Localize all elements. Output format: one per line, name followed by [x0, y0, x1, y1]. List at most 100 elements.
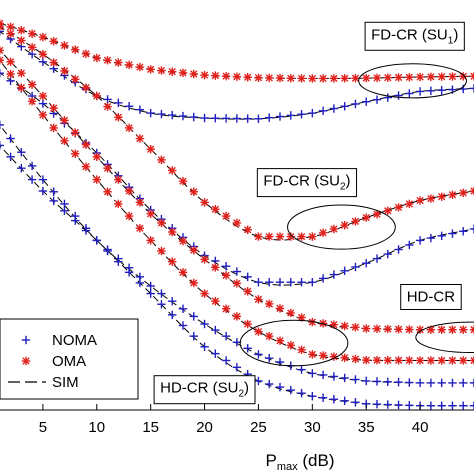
series-6-marker — [394, 356, 403, 365]
series-5-marker — [146, 209, 155, 218]
series-7-marker — [254, 350, 263, 359]
series-5-marker — [211, 263, 220, 272]
series-2-marker — [265, 113, 274, 122]
series-3-marker — [318, 228, 328, 237]
annotation-label-main: HD-CR (SU — [160, 380, 238, 397]
series-7-marker — [318, 370, 328, 380]
series-7-marker — [17, 148, 26, 157]
series-3-marker — [469, 186, 474, 196]
series-2-marker — [415, 87, 425, 96]
legend-box — [0, 318, 139, 400]
series-6-marker — [351, 354, 360, 364]
series-7-marker — [168, 297, 177, 306]
series-3-marker — [297, 232, 306, 241]
series-8-marker — [351, 398, 360, 407]
x-tick-label: 25 — [250, 419, 267, 436]
series-3-marker — [71, 75, 80, 84]
series-2-marker — [254, 114, 263, 123]
series-2-marker — [38, 57, 48, 66]
series-7-marker — [405, 378, 414, 387]
series-1-marker — [394, 73, 403, 82]
series-1-marker — [362, 73, 371, 83]
series-2-marker — [0, 27, 4, 36]
series-2-marker — [146, 108, 155, 118]
series-8-marker — [92, 236, 101, 245]
series-1-marker — [221, 71, 231, 81]
series-1-marker — [469, 72, 474, 81]
x-tick-label: 40 — [412, 419, 429, 436]
series-6-marker — [178, 268, 188, 277]
series-2-marker — [168, 110, 177, 120]
series-8-marker — [17, 164, 26, 173]
series-6 — [0, 56, 474, 365]
annotation-box: FD-CR (SU2) — [256, 168, 358, 198]
series-6-marker — [405, 356, 414, 365]
series-6-marker — [135, 224, 145, 233]
series-4-marker — [448, 229, 457, 238]
series-4-marker — [308, 278, 317, 287]
series-1-marker — [60, 41, 69, 50]
series-1-marker — [103, 56, 112, 65]
series-4-marker — [469, 224, 474, 234]
annotation-box: HD-CR (SU2) — [153, 375, 256, 405]
series-3-marker — [211, 205, 220, 214]
series-2-marker — [437, 86, 446, 95]
series-3-marker — [351, 217, 360, 226]
series-1-marker — [275, 73, 285, 83]
series-8-marker — [318, 393, 328, 402]
series-1-marker — [372, 73, 382, 83]
series-1-marker — [437, 72, 446, 81]
series-1-marker — [329, 74, 339, 83]
series-8-marker — [286, 385, 295, 395]
series-5-marker — [286, 308, 295, 318]
annotation-frame — [400, 284, 462, 310]
series-8-marker — [405, 401, 414, 410]
series-7-marker — [200, 319, 209, 329]
legend-entry: SIM — [8, 374, 79, 391]
series-2-marker — [124, 102, 134, 111]
series-1-marker — [340, 74, 349, 83]
annotation-box: FD-CR (SU1) — [364, 21, 465, 51]
series-3-marker — [340, 221, 349, 230]
series-2-marker — [394, 91, 403, 100]
series-1-marker — [308, 74, 317, 83]
series-7-marker — [0, 120, 4, 130]
series-2-marker — [135, 105, 145, 114]
series-4-marker — [254, 278, 263, 287]
series-1-marker — [200, 70, 209, 80]
series-3-marker — [157, 155, 166, 165]
series-6-marker — [469, 356, 474, 365]
series-6-marker — [437, 356, 446, 365]
annotation-label-subscript: 2 — [340, 182, 346, 193]
series-7-marker — [437, 378, 446, 388]
x-tick-label: 15 — [142, 419, 159, 436]
series-4-marker — [394, 245, 403, 254]
series-1-marker — [71, 45, 80, 54]
annotation-label: HD-CR (SU2) — [160, 380, 249, 400]
series-7-marker — [157, 289, 166, 298]
series-7-marker — [394, 377, 403, 387]
series-1-marker — [189, 69, 198, 79]
series-1-marker — [81, 49, 91, 59]
series-6-marker — [146, 236, 155, 245]
series-6-marker — [362, 355, 371, 365]
series-8-marker — [448, 401, 457, 410]
series-3-marker — [254, 232, 263, 241]
series-4-marker — [372, 254, 382, 263]
series-5-marker — [254, 295, 263, 304]
series-6-marker — [189, 278, 198, 288]
series-2-marker — [362, 97, 371, 106]
series-3-marker — [124, 123, 134, 133]
series-8-marker — [437, 401, 446, 410]
series-3 — [0, 22, 474, 241]
series-7-marker — [27, 161, 37, 171]
series-6-marker — [27, 97, 37, 106]
series-5-marker — [243, 287, 252, 296]
series-3-marker — [265, 232, 274, 241]
series-6-marker — [17, 83, 26, 92]
x-tick-label: 35 — [358, 419, 375, 436]
series-2-marker — [211, 113, 220, 123]
series-layer — [0, 19, 474, 410]
series-3-marker — [308, 232, 317, 241]
